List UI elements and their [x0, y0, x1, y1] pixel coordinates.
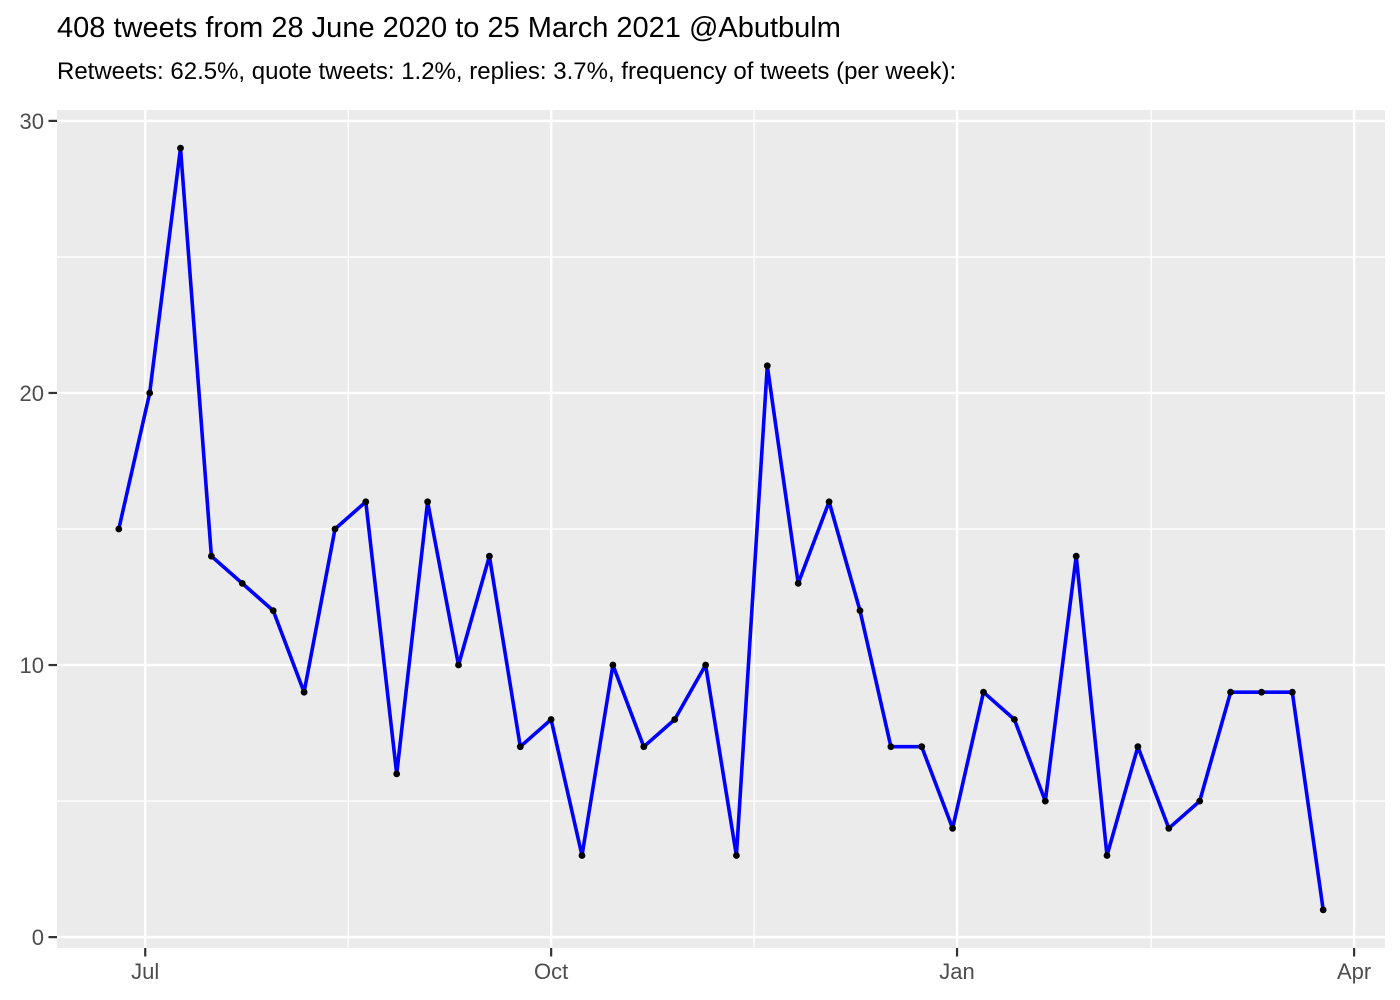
data-point	[949, 824, 956, 832]
data-point	[393, 770, 401, 778]
data-point	[702, 661, 709, 669]
data-point	[1011, 716, 1018, 723]
data-point	[763, 362, 771, 370]
y-axis-tick-label: 0	[32, 925, 44, 950]
data-point	[1072, 552, 1080, 560]
data-point	[115, 525, 123, 533]
data-point	[1041, 797, 1049, 805]
data-point	[1288, 688, 1296, 696]
x-axis-tick-label: Apr	[1337, 959, 1371, 984]
data-point	[578, 852, 586, 859]
chart-subtitle: Retweets: 62.5%, quote tweets: 1.2%, rep…	[57, 58, 957, 85]
data-point	[362, 498, 370, 506]
data-point	[424, 498, 431, 506]
x-axis-tick-label: Jan	[939, 959, 974, 984]
chart-title: 408 tweets from 28 June 2020 to 25 March…	[57, 12, 841, 44]
y-axis-tick-label: 10	[20, 653, 44, 678]
data-point	[269, 607, 277, 614]
data-point	[980, 688, 987, 696]
data-point	[918, 743, 926, 751]
data-point	[208, 552, 215, 560]
data-point	[825, 498, 833, 506]
data-point	[1103, 852, 1111, 859]
data-point	[609, 661, 617, 669]
data-point	[300, 688, 308, 696]
data-point	[671, 716, 679, 723]
data-point	[1227, 688, 1234, 696]
x-axis-tick-label: Oct	[534, 959, 568, 984]
data-point	[455, 661, 462, 669]
data-point	[1196, 797, 1204, 805]
data-point	[1258, 688, 1265, 696]
tweet-frequency-line	[117, 146, 1325, 912]
y-axis-tick-label: 20	[20, 381, 44, 406]
data-point	[331, 525, 339, 533]
y-axis-tick-label: 30	[20, 109, 44, 134]
data-point	[1134, 743, 1142, 751]
data-point	[794, 580, 802, 587]
data-point	[177, 144, 184, 152]
data-point	[640, 743, 648, 751]
data-point	[486, 552, 493, 560]
data-point	[547, 716, 555, 723]
data-point	[516, 743, 524, 751]
data-point	[733, 852, 740, 859]
data-point	[146, 389, 154, 397]
x-axis-tick-label: Jul	[131, 959, 159, 984]
data-point	[887, 743, 895, 751]
data-point	[1165, 824, 1173, 832]
data-point	[1319, 906, 1327, 914]
data-point	[856, 607, 864, 614]
data-point	[238, 580, 246, 587]
